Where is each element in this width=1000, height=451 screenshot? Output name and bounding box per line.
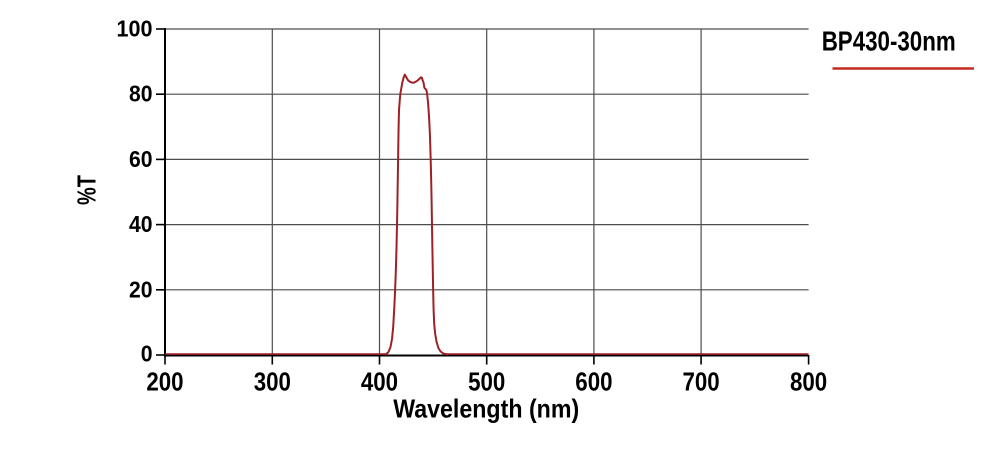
svg-text:100: 100 <box>117 16 153 42</box>
svg-text:800: 800 <box>790 367 827 397</box>
svg-text:700: 700 <box>683 367 720 397</box>
svg-text:%T: %T <box>74 175 102 205</box>
svg-text:300: 300 <box>254 367 291 397</box>
svg-text:40: 40 <box>129 211 153 237</box>
svg-text:200: 200 <box>146 367 183 397</box>
svg-text:400: 400 <box>361 367 398 397</box>
svg-text:500: 500 <box>468 367 505 397</box>
svg-text:20: 20 <box>129 276 153 302</box>
svg-text:0: 0 <box>141 341 153 367</box>
svg-text:60: 60 <box>129 146 153 172</box>
svg-text:BP430-30nm: BP430-30nm <box>822 26 956 57</box>
svg-text:Wavelength (nm): Wavelength (nm) <box>393 394 579 424</box>
svg-text:600: 600 <box>575 367 612 397</box>
svg-text:80: 80 <box>129 81 153 107</box>
